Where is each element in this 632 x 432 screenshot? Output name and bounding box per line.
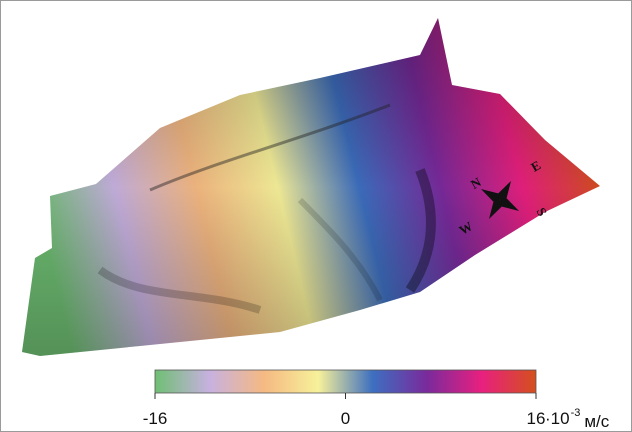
map-view: N E S W -16016·10-3м/с <box>0 0 632 432</box>
colorbar-tick-label: 16 <box>527 409 546 428</box>
unit-exponent: -3 <box>571 407 581 419</box>
colorbar-tick-label: 0 <box>341 409 350 428</box>
unit-base: ·10 <box>545 409 570 428</box>
colorbar-tick-label: -16 <box>143 409 168 428</box>
colorbar-ramp <box>155 370 536 393</box>
unit-label: м/с <box>584 412 609 431</box>
page: {"colorbar": {"ticks": [-16, 0, 16], "un… <box>0 0 632 432</box>
